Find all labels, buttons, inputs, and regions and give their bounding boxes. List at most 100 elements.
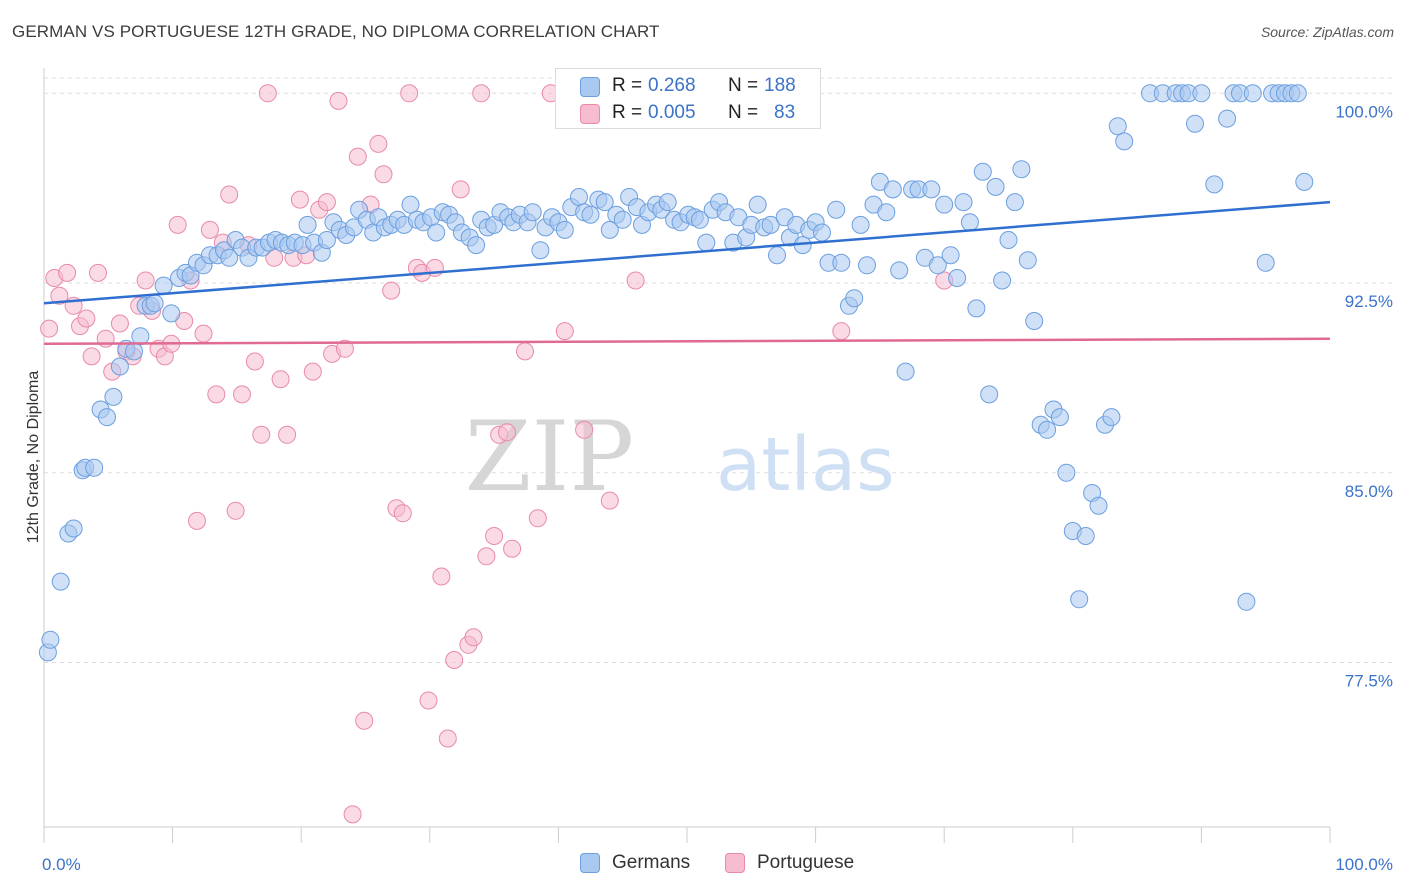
- portuguese-point: [464, 628, 483, 647]
- portuguese-point: [168, 215, 187, 234]
- legend-label-portuguese: Portuguese: [757, 852, 855, 873]
- portuguese-point: [290, 190, 309, 209]
- german-point: [1205, 175, 1224, 194]
- portuguese-point: [575, 420, 594, 439]
- source-label: Source: ZipAtlas.com: [1260, 24, 1394, 40]
- german-point: [768, 246, 786, 265]
- german-point: [145, 294, 164, 313]
- german-point: [980, 385, 999, 404]
- legend-label-germans: Germans: [612, 852, 691, 873]
- portuguese-point: [335, 339, 354, 358]
- portuguese-point: [303, 362, 322, 381]
- german-point: [1256, 253, 1275, 272]
- german-point: [523, 203, 542, 222]
- portuguese-point: [58, 263, 77, 282]
- german-point: [110, 357, 129, 376]
- legend-n-value: 83: [774, 102, 796, 123]
- german-point: [813, 223, 831, 242]
- german-point: [1025, 312, 1044, 330]
- german-point: [1076, 527, 1095, 545]
- german-point: [613, 210, 632, 229]
- portuguese-point: [343, 805, 362, 824]
- german-point: [51, 572, 70, 591]
- tick-labels: 77.5% 85.0% 92.5% 100.0% 0.0% 100.0%: [42, 102, 1393, 874]
- german-point: [890, 261, 909, 280]
- stats-legend: R = 0.268 N = 188 R = 0.005 N = 83: [555, 68, 821, 129]
- german-point: [986, 177, 1005, 196]
- watermark-atlas: atlas: [716, 422, 895, 508]
- german-point: [896, 362, 915, 381]
- german-point: [883, 180, 902, 199]
- portuguese-point: [400, 84, 419, 103]
- german-point: [1102, 408, 1121, 427]
- legend-swatch-germans: [580, 853, 600, 873]
- german-point: [85, 458, 104, 477]
- portuguese-point: [472, 84, 491, 103]
- german-point: [941, 246, 960, 265]
- portuguese-point: [369, 134, 388, 153]
- german-point: [600, 220, 619, 239]
- y-tick-label: 85.0%: [1345, 482, 1393, 501]
- german-point: [960, 213, 979, 232]
- german-point: [928, 256, 947, 275]
- portuguese-point: [348, 147, 367, 166]
- german-point: [104, 387, 123, 406]
- y-tick-label: 77.5%: [1345, 672, 1393, 691]
- german-point: [154, 276, 173, 295]
- portuguese-point: [329, 91, 348, 110]
- german-point: [1218, 109, 1237, 128]
- german-point: [1243, 84, 1262, 103]
- german-point: [1288, 84, 1307, 103]
- german-point: [935, 195, 954, 214]
- german-point: [851, 215, 870, 234]
- german-point: [41, 630, 60, 649]
- german-points: [38, 84, 1314, 662]
- german-point: [1186, 114, 1204, 133]
- portuguese-point: [382, 281, 401, 300]
- german-point: [1012, 160, 1031, 179]
- x-tick-label: 0.0%: [42, 855, 81, 874]
- series-legend: Germans Portuguese: [0, 851, 1406, 879]
- portuguese-points: [40, 84, 954, 824]
- german-point: [1192, 84, 1211, 103]
- legend-n-label: N =: [728, 102, 759, 123]
- german-point: [1057, 463, 1076, 482]
- legend-r-label: R =: [612, 75, 643, 96]
- portuguese-point: [188, 511, 206, 530]
- german-point: [595, 193, 614, 212]
- portuguese-point: [393, 504, 412, 523]
- german-point: [993, 271, 1012, 290]
- portuguese-point: [451, 180, 470, 199]
- german-point: [131, 327, 150, 346]
- portuguese-point: [528, 509, 547, 528]
- portuguese-point: [89, 263, 107, 282]
- portuguese-point: [82, 347, 101, 366]
- portuguese-point: [278, 425, 297, 444]
- legend-r-value: 0.005: [648, 102, 696, 123]
- portuguese-point: [200, 220, 219, 239]
- german-point: [697, 233, 716, 252]
- axes: [43, 68, 1331, 843]
- german-point: [1050, 408, 1069, 427]
- portuguese-point: [194, 324, 213, 343]
- german-point: [1005, 193, 1024, 212]
- german-point: [1237, 592, 1256, 611]
- portuguese-point: [832, 322, 851, 341]
- german-point: [581, 205, 600, 224]
- portuguese-point: [355, 711, 374, 730]
- portuguese-point: [207, 385, 226, 404]
- portuguese-point: [317, 193, 336, 212]
- german-point: [690, 210, 709, 229]
- legend-swatch-portuguese: [725, 853, 745, 873]
- german-point: [845, 289, 864, 308]
- watermark: ZIP atlas: [465, 401, 895, 513]
- german-point: [954, 193, 973, 212]
- portuguese-point: [438, 729, 457, 748]
- portuguese-point: [136, 271, 155, 290]
- german-point: [973, 162, 992, 181]
- portuguese-point: [40, 319, 59, 338]
- portuguese-point: [445, 651, 464, 669]
- german-point: [1115, 132, 1134, 151]
- legend-row-germans: R = 0.268 N = 188: [556, 73, 822, 101]
